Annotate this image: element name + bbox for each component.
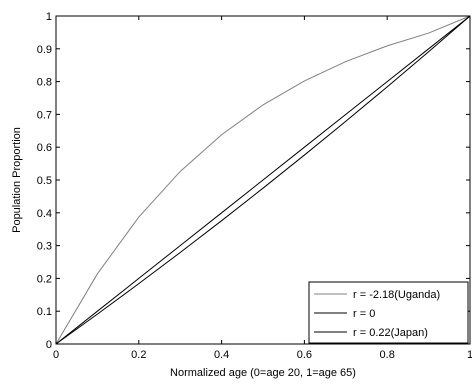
y-tick-label: 0.1 <box>37 306 52 318</box>
x-tick-label: 0.2 <box>131 349 146 361</box>
legend-label-1: r = -2.18(Uganda) <box>353 289 440 301</box>
y-tick-label: 0.4 <box>37 208 52 220</box>
x-axis-label: Normalized age (0=age 20, 1=age 65) <box>170 367 356 379</box>
series-line-3 <box>55 15 471 345</box>
legend-label-2: r = 0 <box>353 308 375 320</box>
legend-label-3: r = 0.22(Japan) <box>353 327 428 339</box>
y-tick-label: 0.6 <box>37 142 52 154</box>
x-tick-label: 1 <box>467 349 472 361</box>
x-tick-label: 0.6 <box>297 349 312 361</box>
y-axis-label: Population Proportion <box>11 127 23 233</box>
y-tick-label: 0.8 <box>37 77 52 89</box>
x-tick-label: 0.8 <box>380 349 395 361</box>
y-tick-label: 0.7 <box>37 109 52 121</box>
x-tick-label: 0 <box>53 349 59 361</box>
series-line-2 <box>55 15 471 345</box>
series-line-1 <box>55 15 471 345</box>
y-tick-label: 1 <box>46 11 52 23</box>
legend: r = -2.18(Uganda) r = 0 r = 0.22(Japan) <box>308 281 469 344</box>
y-tick-label: 0 <box>46 339 52 351</box>
y-tick-label: 0.2 <box>37 273 52 285</box>
x-tick-label: 0.4 <box>214 349 229 361</box>
series-layer <box>55 15 471 345</box>
y-tick-label: 0.5 <box>37 175 52 187</box>
axes-layer: 0 0.2 0.4 0.6 0.8 1 0 0.1 0.2 0.3 0.4 0.5 0.6 0.7 0.8 0… <box>37 11 472 361</box>
y-tick-label: 0.3 <box>37 241 52 253</box>
y-tick-label: 0.9 <box>37 44 52 56</box>
